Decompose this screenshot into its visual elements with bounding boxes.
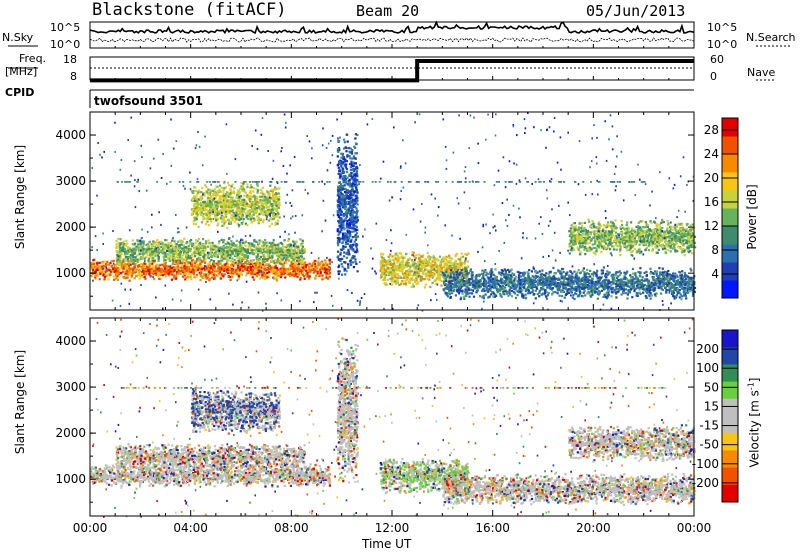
x-tick-label: 12:00	[375, 521, 410, 535]
power-colorbar-segment	[722, 208, 738, 227]
x-tick-label: 04:00	[173, 521, 208, 535]
power-colorbar-tick-label: 16	[704, 195, 719, 209]
nsearch-tick-top: 10^5	[707, 21, 737, 34]
x-tick-label: 20:00	[576, 521, 611, 535]
nsearch-label: N.Search	[746, 31, 796, 44]
power-colorbar-tick-label: 12	[704, 219, 719, 233]
power-ytick-label: 1000	[55, 266, 86, 280]
freq-unit-label: [MHz]	[5, 65, 37, 78]
power-colorbar-tick-label: 28	[704, 123, 719, 137]
power-ytick-label: 3000	[55, 174, 86, 188]
velocity-colorbar-tick-label: -100	[692, 457, 719, 471]
velocity-colorbar-segment	[722, 450, 738, 468]
velocity-colorbar-label-sup: -1	[747, 382, 756, 390]
velocity-colorbar-segment	[722, 347, 738, 365]
velocity-colorbar-tick-label: -50	[699, 438, 719, 452]
velocity-colorbar-tick-label: -200	[692, 476, 719, 490]
power-colorbar-segment	[722, 280, 738, 299]
velocity-ytick-label: 4000	[55, 334, 86, 348]
x-tick-label: 00:00	[677, 521, 712, 535]
power-colorbar-segment	[722, 190, 738, 209]
x-tick-label: 00:00	[73, 521, 108, 535]
nsky-tick-bottom: 10^0	[50, 38, 80, 51]
velocity-colorbar-label-main: Velocity [m s	[748, 390, 762, 467]
nsearch-tick-bottom: 10^0	[707, 38, 737, 51]
x-tick-label: 16:00	[475, 521, 510, 535]
power-echoes	[90, 112, 696, 312]
noise-search-line	[90, 38, 694, 42]
power-colorbar-segment	[722, 118, 738, 137]
velocity-colorbar-segment	[722, 382, 738, 400]
nave-tick-bottom: 0	[710, 70, 717, 83]
velocity-colorbar-segment	[722, 364, 738, 382]
date-title: 05/Jun/2013	[586, 2, 685, 20]
velocity-colorbar-tick-label: 100	[696, 361, 719, 375]
cpid-label: CPID	[5, 86, 34, 99]
velocity-ytick-label: 2000	[55, 426, 86, 440]
power-colorbar-label-anchor: Power [dB]	[745, 210, 759, 224]
velocity-ytick-label: 3000	[55, 380, 86, 394]
velocity-colorbar-segment	[722, 399, 738, 417]
velocity-ylabel: Slant Range [km]	[13, 347, 27, 457]
nsky-tick-top: 10^5	[50, 21, 80, 34]
cpid-value: twofsound 3501	[94, 94, 203, 108]
power-ylabel: Slant Range [km]	[13, 142, 27, 252]
power-colorbar-label: Power [dB]	[745, 180, 759, 254]
velocity-colorbar-tick-label: 15	[704, 399, 719, 413]
velocity-colorbar-label-end: ]	[748, 378, 762, 383]
velocity-ylabel-anchor: Slant Range [km]	[15, 375, 29, 389]
power-colorbar-tick-label: 4	[711, 267, 719, 281]
velocity-colorbar-segment	[722, 330, 738, 348]
freq-tick-bottom: 8	[70, 70, 77, 83]
velocity-colorbar-segment	[722, 485, 738, 503]
nsky-label: N.Sky	[2, 31, 33, 44]
x-axis-label: Time UT	[362, 537, 411, 551]
velocity-ytick-label: 1000	[55, 472, 86, 486]
x-tick-label: 08:00	[274, 521, 309, 535]
power-ytick-label: 4000	[55, 128, 86, 142]
power-colorbar-segment	[722, 244, 738, 263]
power-colorbar-segment	[722, 262, 738, 281]
power-colorbar-segment	[722, 154, 738, 173]
power-ytick-label: 2000	[55, 220, 86, 234]
velocity-colorbar-tick-label: 50	[704, 380, 719, 394]
power-colorbar-segment	[722, 136, 738, 155]
velocity-colorbar-tick-label: -15	[699, 419, 719, 433]
velocity-colorbar-segment	[722, 433, 738, 451]
power-colorbar-tick-label: 8	[711, 243, 719, 257]
velocity-colorbar-label: Velocity [m s-1]	[747, 373, 762, 473]
freq-tick-top: 18	[63, 53, 77, 66]
beam-title: Beam 20	[356, 2, 419, 20]
nave-tick-top: 60	[710, 53, 724, 66]
velocity-echoes	[90, 318, 696, 518]
noise-sky-line	[90, 22, 694, 33]
power-colorbar-segment	[722, 226, 738, 245]
freq-label: Freq.	[19, 52, 46, 65]
velocity-colorbar-label-anchor: Velocity [m s-1]	[736, 415, 766, 429]
velocity-colorbar-tick-label: 200	[696, 342, 719, 356]
nave-label: Nave	[747, 66, 775, 79]
power-colorbar-tick-label: 24	[704, 147, 719, 161]
station-title: Blackstone (fitACF)	[92, 0, 286, 20]
power-ylabel-anchor: Slant Range [km]	[15, 170, 29, 184]
power-colorbar-segment	[722, 172, 738, 191]
power-colorbar-tick-label: 20	[704, 171, 719, 185]
